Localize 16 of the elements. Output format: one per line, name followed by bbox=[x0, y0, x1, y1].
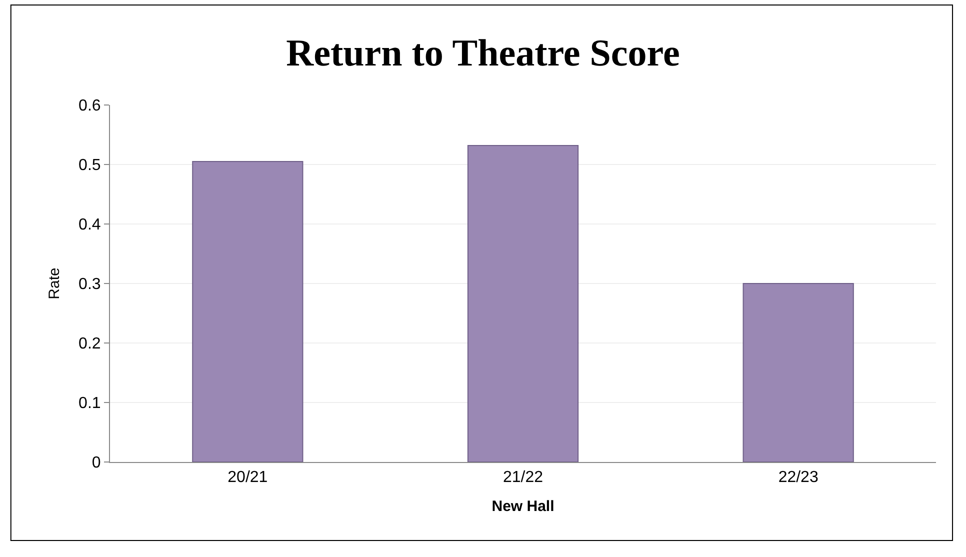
y-tick-label: 0.4 bbox=[78, 216, 101, 234]
y-tick-label: 0.6 bbox=[78, 98, 101, 115]
y-tick-label: 0.3 bbox=[78, 276, 101, 294]
y-axis-title: Rate bbox=[46, 268, 63, 300]
bar bbox=[467, 144, 579, 462]
bar bbox=[742, 283, 854, 462]
y-tick-label: 0.5 bbox=[78, 157, 101, 174]
bar bbox=[192, 161, 304, 462]
x-axis-title: New Hall bbox=[492, 498, 554, 516]
x-tick-label: 21/22 bbox=[502, 469, 544, 486]
y-tick-label: 0.1 bbox=[78, 395, 101, 412]
x-tick-label: 20/21 bbox=[228, 469, 268, 486]
x-tick-label: 22/23 bbox=[778, 469, 818, 486]
y-tick-label: 0.2 bbox=[78, 336, 101, 353]
chart-title: Return to Theatre Score bbox=[286, 32, 680, 75]
y-tick-label: 0 bbox=[92, 454, 101, 472]
